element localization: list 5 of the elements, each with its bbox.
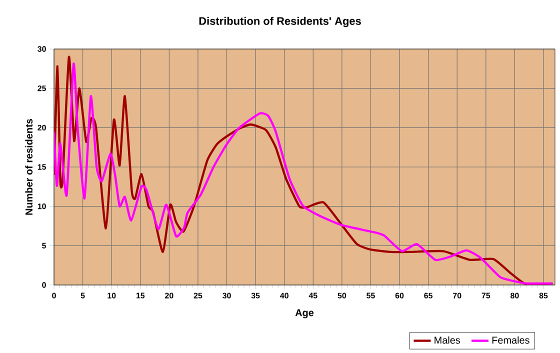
x-axis-title: Age xyxy=(295,309,314,318)
legend-label: Males xyxy=(434,336,460,344)
chart-title: Distribution of Residents' Ages xyxy=(199,16,361,28)
y-axis-title: Number of residents xyxy=(25,118,33,215)
legend-label: Females xyxy=(492,336,530,344)
